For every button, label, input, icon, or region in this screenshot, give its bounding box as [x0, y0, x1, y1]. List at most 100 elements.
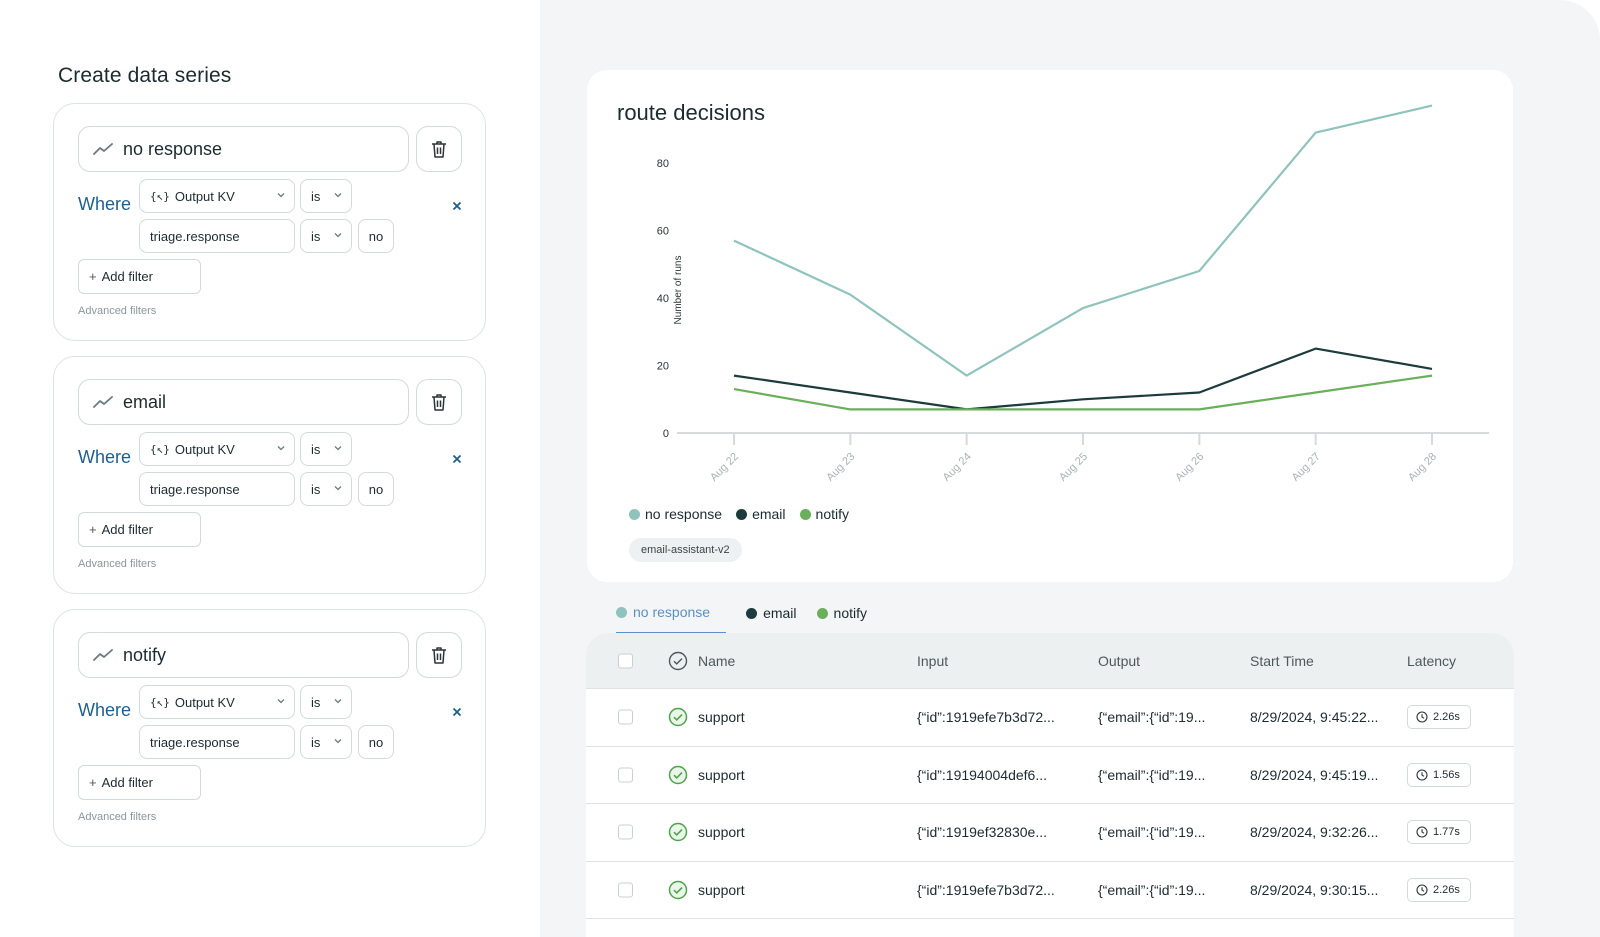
operator-select[interactable]: is [300, 472, 352, 506]
column-header-output[interactable]: Output [1098, 652, 1141, 669]
column-header-input[interactable]: Input [917, 652, 949, 669]
delete-series-button[interactable] [416, 379, 462, 425]
x-tick-label: Aug 28 [1406, 451, 1439, 484]
column-header-name[interactable]: Name [698, 652, 736, 669]
add-filter-label: Add filter [101, 269, 153, 284]
run-output: {“email”:{“id”:19... [1098, 709, 1206, 726]
run-input: {“id”:1919efe7b3d72... [917, 709, 1055, 726]
tab-email[interactable]: email [746, 604, 797, 634]
clock-icon [1416, 826, 1428, 838]
project-tag[interactable]: email-assistant-v2 [629, 538, 742, 562]
y-tick-label: 80 [657, 158, 669, 170]
column-header-latency[interactable]: Latency [1407, 652, 1457, 669]
row-checkbox[interactable] [618, 824, 633, 840]
table-row[interactable]: support {“id”:1919ef32830e... {“email”:{“i… [586, 804, 1514, 862]
latency-badge: 1.56s [1407, 762, 1471, 787]
remove-filter-button[interactable] [452, 451, 462, 468]
run-output: {“email”:{“id”:19... [1098, 766, 1206, 783]
legend-label: notify [815, 506, 849, 522]
chevron-down-icon [334, 699, 342, 704]
add-filter-button[interactable]: + Add filter [78, 259, 201, 294]
filter-value-input[interactable]: no [358, 725, 394, 759]
close-icon [452, 201, 462, 211]
advanced-filters-link[interactable]: Advanced filters [78, 305, 157, 317]
tab-dot [746, 607, 758, 619]
add-filter-button[interactable]: + Add filter [78, 765, 201, 800]
close-icon [452, 707, 462, 717]
run-output: {“email”:{“id”:19... [1098, 881, 1206, 898]
remove-filter-button[interactable] [452, 198, 462, 215]
operator-select[interactable]: is [300, 179, 352, 213]
advanced-filters-link[interactable]: Advanced filters [78, 558, 157, 570]
filter-value-input[interactable]: no [358, 472, 394, 506]
row-checkbox[interactable] [618, 709, 633, 725]
operator-select[interactable]: is [300, 725, 352, 759]
tab-no-response[interactable]: no response [616, 604, 727, 634]
status-header-icon [668, 651, 688, 670]
field-type-select[interactable]: {↖} Output KV [139, 685, 295, 719]
table-row[interactable]: support {“id”:19194004def6... {“email”:{“i… [586, 747, 1514, 804]
filter-value-input[interactable]: no [358, 219, 394, 253]
legend-item-no-response[interactable]: no response [629, 506, 722, 522]
run-name[interactable]: support [698, 766, 745, 783]
run-input: {“id”:19194004def6... [917, 766, 1047, 783]
operator-select[interactable]: is [300, 432, 352, 466]
key-path-value: triage.response [150, 481, 240, 497]
select-all-checkbox[interactable] [618, 653, 633, 668]
series-name: email [123, 391, 167, 412]
where-label: Where [78, 194, 132, 214]
legend-item-notify[interactable]: notify [799, 506, 849, 522]
legend-item-email[interactable]: email [736, 506, 786, 522]
tab-notify[interactable]: notify [816, 604, 867, 634]
latency-badge: 1.77s [1407, 820, 1471, 845]
legend-label: email [752, 506, 786, 522]
series-card: email Where {↖} Output KV is triage.response i… [53, 356, 486, 594]
field-type-value: Output KV [174, 188, 235, 204]
kv-icon: {↖} [150, 189, 170, 203]
run-input: {“id”:1919ef32830e... [917, 824, 1047, 841]
add-filter-button[interactable]: + Add filter [78, 512, 201, 547]
run-name[interactable]: support [698, 881, 745, 898]
operator-value: is [311, 694, 321, 710]
remove-filter-button[interactable] [452, 704, 462, 721]
operator-select[interactable]: is [300, 219, 352, 253]
x-tick-label: Aug 24 [941, 451, 974, 484]
column-header-start-time[interactable]: Start Time [1250, 652, 1314, 669]
table-row[interactable]: support {“id”:1919efe7b3d72... {“email”:{“… [586, 862, 1514, 919]
series-line-email [733, 347, 1433, 411]
runs-table: Name Input Output Start Time Latency sup… [586, 633, 1514, 937]
operator-value: is [311, 228, 321, 244]
series-name-input[interactable]: notify [78, 632, 409, 678]
run-name[interactable]: support [698, 709, 745, 726]
trash-icon [432, 394, 446, 411]
plus-icon: + [89, 522, 97, 537]
row-checkbox[interactable] [618, 882, 633, 898]
plus-icon: + [89, 269, 97, 284]
key-path-input[interactable]: triage.response [139, 219, 295, 253]
tab-dot [616, 606, 627, 618]
operator-select[interactable]: is [300, 685, 352, 719]
key-path-value: triage.response [150, 228, 240, 244]
results-panel: route decisions 0 20 40 60 80 Number of runs A… [540, 0, 1600, 937]
table-row[interactable]: support {“id”:1919efe7b3d72... {“email”:{“… [586, 689, 1514, 747]
series-tabs: no response email notify [616, 604, 887, 634]
y-axis-label: Number of runs [673, 256, 684, 325]
page-title: Create data series [58, 64, 232, 87]
run-name[interactable]: support [698, 824, 745, 841]
field-type-select[interactable]: {↖} Output KV [139, 432, 295, 466]
row-checkbox[interactable] [618, 767, 633, 783]
delete-series-button[interactable] [416, 632, 462, 678]
key-path-input[interactable]: triage.response [139, 472, 295, 506]
key-path-input[interactable]: triage.response [139, 725, 295, 759]
series-name-input[interactable]: no response [78, 126, 409, 172]
series-name-input[interactable]: email [78, 379, 409, 425]
run-output: {“email”:{“id”:19... [1098, 824, 1206, 841]
close-icon [452, 454, 462, 464]
x-tick-label: Aug 23 [824, 451, 857, 484]
latency-badge: 2.26s [1407, 705, 1471, 730]
advanced-filters-link[interactable]: Advanced filters [78, 811, 157, 823]
delete-series-button[interactable] [416, 126, 462, 172]
table-header: Name Input Output Start Time Latency [586, 633, 1514, 689]
field-type-select[interactable]: {↖} Output KV [139, 179, 295, 213]
where-label: Where [78, 447, 132, 467]
